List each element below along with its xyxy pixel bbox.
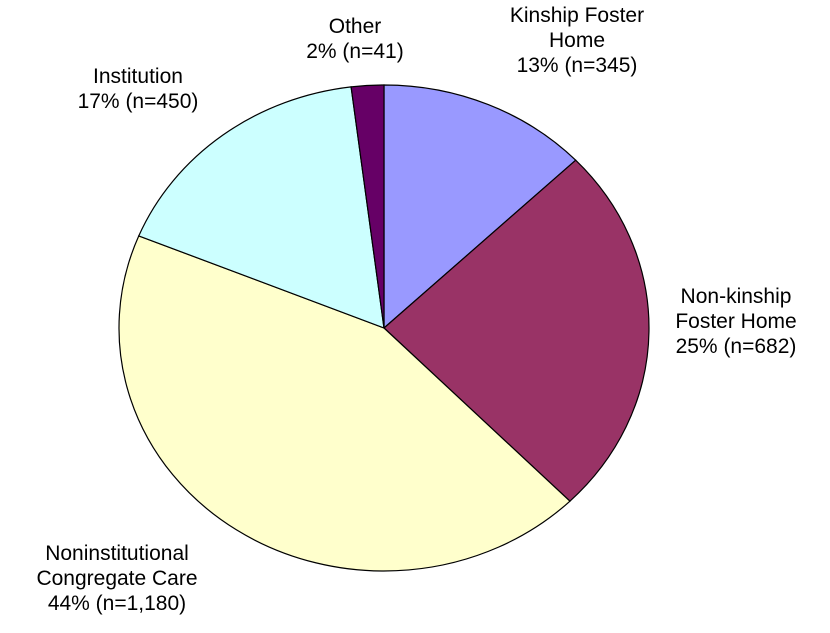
category-name: Kinship Foster Home — [509, 4, 645, 52]
pie-slice — [383, 159, 650, 502]
category-name: Non-kinship Foster Home — [675, 285, 797, 333]
category-name: Noninstitutional Congregate Care — [36, 542, 198, 590]
slice-label: Non-kinship Foster Home 25% (n=682) — [661, 284, 811, 359]
slice-label: Kinship Foster Home 13% (n=345) — [492, 3, 662, 78]
pie-slice — [137, 86, 385, 329]
value-label: 2% (n=41) — [306, 40, 404, 63]
pie-slice — [118, 235, 571, 572]
value-label: 13% (n=345) — [516, 54, 638, 77]
value-label: 44% (n=1,180) — [47, 592, 187, 615]
value-label: 17% (n=450) — [77, 90, 199, 113]
category-name: Other — [328, 15, 382, 38]
pie-slice — [383, 84, 577, 330]
slice-label: Institution 17% (n=450) — [38, 64, 238, 114]
category-name: Institution — [93, 65, 183, 88]
slice-label: Noninstitutional Congregate Care 44% (n=1… — [17, 541, 217, 616]
slice-label: Other 2% (n=41) — [275, 14, 435, 64]
pie-slice — [350, 84, 385, 329]
value-label: 25% (n=682) — [675, 335, 797, 358]
